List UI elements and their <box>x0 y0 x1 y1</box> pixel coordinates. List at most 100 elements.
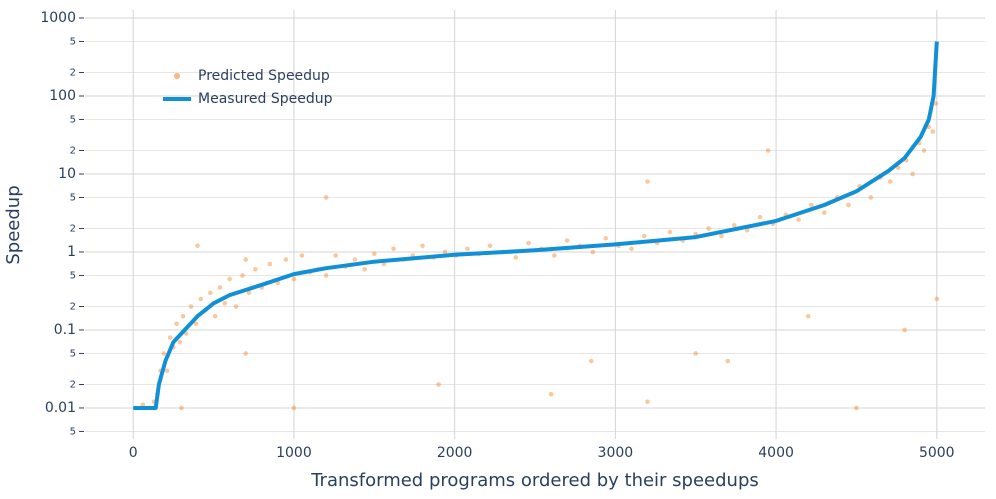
point <box>243 351 249 356</box>
point <box>362 266 367 272</box>
point <box>645 399 650 405</box>
point <box>371 251 377 257</box>
point <box>198 296 204 302</box>
point <box>902 327 907 333</box>
x-tick-label: 2000 <box>437 445 473 461</box>
point <box>291 405 297 411</box>
point <box>641 233 647 239</box>
point <box>805 313 811 319</box>
point <box>323 195 329 200</box>
point <box>246 290 252 296</box>
point <box>180 313 186 319</box>
point <box>243 257 249 262</box>
y-tick-label: 5 <box>70 36 76 47</box>
x-tick-label: 3000 <box>598 445 634 461</box>
point <box>193 321 199 327</box>
y-tick-label: 5 <box>70 114 76 125</box>
point <box>725 358 731 364</box>
point <box>887 179 893 184</box>
point <box>195 243 200 249</box>
y-tick-label: 1 <box>67 244 76 260</box>
point <box>240 273 245 278</box>
point <box>667 229 673 235</box>
point <box>188 304 194 309</box>
point <box>588 358 594 364</box>
point <box>212 313 218 319</box>
point <box>921 148 927 153</box>
point <box>161 351 167 356</box>
y-tick-label: 2 <box>70 301 76 312</box>
y-tick-label: 5 <box>70 426 76 437</box>
point <box>436 382 441 387</box>
point <box>208 290 213 296</box>
point <box>352 257 358 262</box>
point <box>174 321 179 327</box>
x-tick-label: 1000 <box>276 445 312 461</box>
y-tick-label: 5 <box>70 348 76 359</box>
point <box>868 195 874 200</box>
point <box>629 246 634 252</box>
point <box>548 391 554 397</box>
point <box>283 257 289 262</box>
legend-label: Measured Speedup <box>198 91 333 107</box>
x-axis-title: Transformed programs ordered by their sp… <box>310 470 759 491</box>
point <box>526 240 531 246</box>
line <box>133 41 939 410</box>
point <box>420 243 425 249</box>
point <box>164 368 170 374</box>
point <box>765 148 771 153</box>
point <box>603 235 609 241</box>
point <box>267 261 273 267</box>
point <box>227 276 232 282</box>
point <box>895 165 901 171</box>
point <box>719 233 724 239</box>
y-tick-label: 0.01 <box>45 400 76 416</box>
y-tick-label: 2 <box>70 379 76 390</box>
point <box>693 351 699 356</box>
point <box>744 227 750 233</box>
y-tick-label: 0.1 <box>54 322 76 338</box>
point <box>731 222 737 228</box>
point <box>222 300 228 306</box>
point <box>564 238 570 243</box>
y-tick-label: 1000 <box>40 10 76 26</box>
point <box>465 246 470 252</box>
point <box>217 285 223 290</box>
point <box>706 226 711 231</box>
y-tick-label: 5 <box>70 270 76 281</box>
y-tick-label: 10 <box>58 166 76 182</box>
point <box>291 276 297 282</box>
point <box>233 304 239 309</box>
point <box>323 273 329 278</box>
point <box>796 217 801 222</box>
legend-marker <box>174 73 180 79</box>
point <box>487 243 493 249</box>
point <box>333 253 339 258</box>
y-tick-label: 5 <box>70 192 76 203</box>
point <box>167 335 173 340</box>
point <box>933 101 939 106</box>
x-tick-label: 0 <box>129 445 138 461</box>
point <box>809 202 814 208</box>
x-tick-label: 4000 <box>758 445 794 461</box>
point <box>645 179 650 184</box>
point <box>930 129 936 134</box>
point <box>299 253 305 258</box>
y-axis-title: Speedup <box>3 185 24 264</box>
point <box>179 405 184 411</box>
point <box>513 255 519 260</box>
y-tick-label: 2 <box>70 68 76 79</box>
point <box>757 214 763 220</box>
point <box>177 339 183 345</box>
point <box>934 296 940 302</box>
point <box>910 171 915 177</box>
legend-label: Predicted Speedup <box>198 68 330 84</box>
point <box>590 249 596 255</box>
y-tick-label: 100 <box>49 88 76 104</box>
point <box>846 202 851 208</box>
point <box>442 249 448 255</box>
y-tick-label: 2 <box>70 224 76 235</box>
x-tick-label: 5000 <box>919 445 955 461</box>
